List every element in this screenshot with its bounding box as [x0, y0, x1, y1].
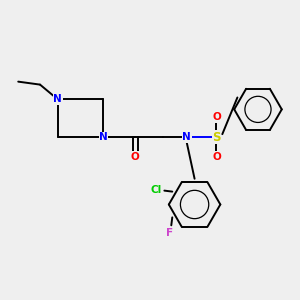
Text: N: N	[182, 132, 191, 142]
Text: O: O	[212, 112, 221, 122]
Text: O: O	[131, 152, 140, 162]
Text: Cl: Cl	[151, 184, 162, 195]
Text: O: O	[212, 152, 221, 162]
Text: N: N	[99, 132, 108, 142]
Text: S: S	[212, 130, 220, 144]
Text: N: N	[53, 94, 62, 104]
Text: F: F	[166, 228, 173, 238]
